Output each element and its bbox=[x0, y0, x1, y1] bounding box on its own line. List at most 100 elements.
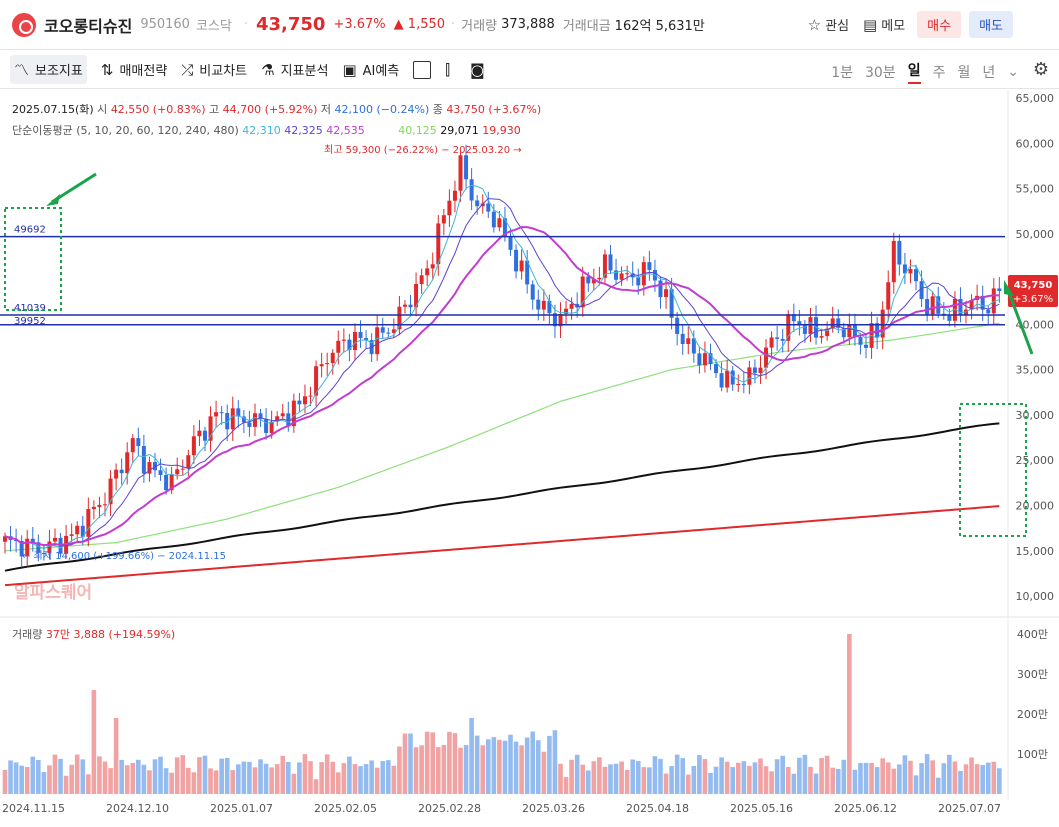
volume-bar bbox=[36, 759, 41, 794]
candle bbox=[830, 318, 835, 329]
candle bbox=[486, 203, 491, 212]
volume-bar bbox=[258, 759, 263, 794]
volume-bar bbox=[213, 770, 219, 794]
volume-bar bbox=[797, 757, 802, 794]
y-tick-label: 20,000 bbox=[1016, 499, 1055, 512]
volume-bar bbox=[730, 767, 736, 794]
candle bbox=[230, 408, 235, 430]
volume-bar bbox=[580, 764, 586, 794]
candle bbox=[430, 264, 435, 269]
period-1분[interactable]: 1분 bbox=[831, 65, 853, 81]
volume-bar bbox=[102, 761, 108, 794]
gear-icon[interactable]: ⚙ bbox=[1032, 59, 1049, 80]
volume-bar bbox=[158, 756, 163, 794]
arrow-head bbox=[46, 194, 60, 206]
volume-bar bbox=[569, 759, 574, 794]
separator: · bbox=[243, 17, 248, 32]
period-일[interactable]: 일 bbox=[907, 60, 921, 84]
candle bbox=[997, 288, 1002, 292]
volume-bar bbox=[308, 761, 313, 794]
volume-bar bbox=[524, 737, 530, 794]
volume-bar bbox=[41, 772, 47, 794]
camera-button[interactable]: ◙ bbox=[470, 61, 491, 79]
volume-bar bbox=[680, 758, 686, 794]
candle bbox=[986, 309, 991, 314]
stock-header: 코오롱티슈진 950160 코스닥 · 43,750 +3.67% ▲ 1,55… bbox=[0, 0, 1059, 50]
candle bbox=[380, 327, 385, 333]
volume-bar bbox=[824, 755, 830, 794]
period-월[interactable]: 월 bbox=[957, 65, 971, 81]
volume-bar bbox=[197, 757, 202, 794]
stock-name: 코오롱티슈진 bbox=[44, 16, 133, 36]
candle bbox=[358, 331, 363, 339]
candle bbox=[241, 416, 246, 423]
candle bbox=[569, 303, 574, 309]
candle bbox=[780, 338, 785, 341]
candle bbox=[130, 438, 135, 453]
arrow-head bbox=[1004, 280, 1014, 296]
watch-button[interactable]: ☆ 관심 bbox=[808, 15, 849, 35]
buy-button[interactable]: 매수 bbox=[917, 11, 962, 38]
candle bbox=[414, 283, 419, 308]
candle bbox=[697, 353, 702, 366]
strategy-button[interactable]: ⇅ 매매전략 bbox=[101, 60, 167, 80]
volume-bar bbox=[741, 761, 747, 794]
candle bbox=[530, 284, 535, 300]
sell-button[interactable]: 매도 bbox=[969, 11, 1013, 38]
candle bbox=[802, 325, 807, 334]
candle bbox=[364, 338, 369, 341]
candle bbox=[741, 384, 746, 386]
y-tick-label: 65,000 bbox=[1016, 92, 1055, 105]
period-년[interactable]: 년 bbox=[982, 65, 996, 81]
volume-bar bbox=[919, 763, 924, 794]
chevron-down-icon[interactable]: ⌄ bbox=[1007, 64, 1019, 80]
candle bbox=[286, 413, 291, 427]
volume-bar bbox=[508, 734, 513, 794]
volume-bar bbox=[63, 775, 69, 794]
indicator-button[interactable]: 〽 보조지표 bbox=[10, 55, 87, 84]
volume-bar bbox=[186, 767, 191, 794]
volume-bar bbox=[419, 745, 424, 794]
candle bbox=[25, 538, 30, 557]
candle bbox=[730, 370, 735, 385]
x-tick-label: 2024.11.15 bbox=[2, 802, 65, 815]
memo-button[interactable]: ▤ 메모 bbox=[863, 15, 905, 35]
ma-120-line bbox=[4, 322, 1000, 552]
volume-bar bbox=[458, 747, 463, 794]
period-30분[interactable]: 30분 bbox=[865, 65, 896, 81]
volume-bar bbox=[191, 772, 197, 794]
candle bbox=[208, 416, 213, 441]
candle bbox=[725, 370, 730, 388]
period-주[interactable]: 주 bbox=[932, 65, 946, 81]
candle bbox=[864, 344, 869, 348]
candle-tool-button[interactable]: ⫿ bbox=[445, 61, 456, 79]
volume-bar bbox=[947, 754, 952, 794]
volume-bar bbox=[802, 754, 808, 794]
candle bbox=[858, 337, 863, 345]
volume-bar bbox=[430, 732, 436, 794]
volume-bar bbox=[230, 770, 236, 794]
compare-button[interactable]: ⤮ 비교차트 bbox=[181, 60, 247, 80]
square-tool-button[interactable] bbox=[413, 60, 432, 79]
candle bbox=[202, 430, 207, 441]
change-pct: +3.67% bbox=[333, 17, 386, 32]
candle bbox=[914, 269, 919, 282]
volume-bar bbox=[963, 764, 969, 794]
analysis-button[interactable]: ⚗ 지표분석 bbox=[261, 60, 329, 80]
volume-bar bbox=[724, 761, 730, 794]
ai-forecast-label: AI예측 bbox=[362, 64, 400, 79]
candle bbox=[647, 262, 652, 270]
candle bbox=[908, 269, 913, 274]
analysis-label: 지표분석 bbox=[280, 64, 329, 79]
candle bbox=[125, 452, 130, 474]
volume-bar bbox=[613, 763, 619, 794]
candle bbox=[469, 179, 474, 201]
volume-bar bbox=[24, 767, 30, 794]
volume-bar bbox=[863, 762, 869, 794]
ai-forecast-button[interactable]: ▣ AI예측 bbox=[342, 60, 400, 80]
y-tick-label: 15,000 bbox=[1016, 545, 1055, 558]
volume-bar bbox=[719, 757, 724, 794]
volume-bar bbox=[897, 764, 902, 794]
candle bbox=[536, 299, 541, 310]
volume-bar bbox=[474, 735, 480, 794]
